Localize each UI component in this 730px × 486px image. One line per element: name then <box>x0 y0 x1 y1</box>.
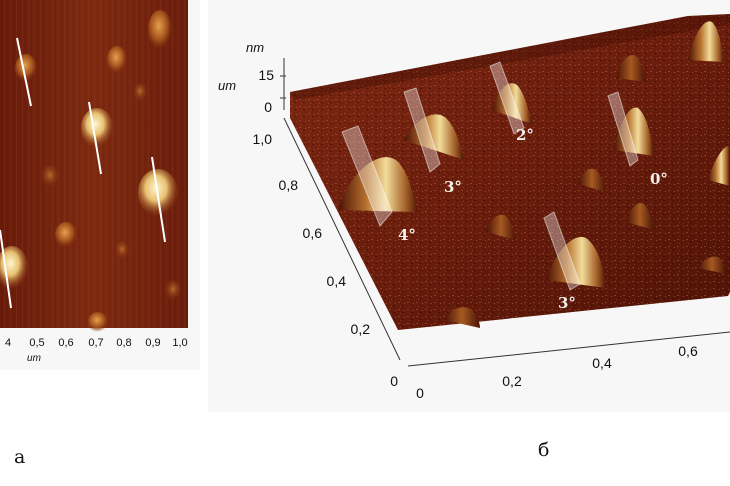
grain <box>616 55 646 82</box>
profile-planes <box>341 61 639 291</box>
angle-label: 2° <box>516 126 534 144</box>
grain <box>115 241 129 259</box>
profile-plane <box>403 87 441 173</box>
surface-grains <box>338 21 730 328</box>
grain <box>708 145 730 186</box>
x-tick-label: 4 <box>5 337 11 349</box>
grain <box>88 312 108 332</box>
grain <box>546 237 606 288</box>
grain <box>444 307 480 328</box>
profile-plane <box>489 61 525 135</box>
profile-plane <box>607 91 639 167</box>
y-axis-unit: um <box>218 78 236 93</box>
x-tick-label: 1,0 <box>172 337 187 349</box>
x-axis-unit: um <box>27 353 41 364</box>
axes <box>280 58 730 367</box>
grain <box>15 54 37 82</box>
grain <box>133 83 147 101</box>
profile-line <box>0 229 12 309</box>
grain <box>486 214 516 240</box>
x-tick-label: 0,6 <box>678 343 698 359</box>
angle-label: 3° <box>444 178 462 196</box>
grain <box>578 168 606 192</box>
z-tick-label: 15 <box>258 67 274 83</box>
z-axis-unit: nm <box>246 40 264 55</box>
z-tick-label: 0 <box>264 99 272 115</box>
profile-plane <box>543 211 581 291</box>
profile-line <box>16 37 32 107</box>
x-tick-label: 0,9 <box>145 337 160 349</box>
grain <box>614 107 654 156</box>
grain <box>338 157 418 212</box>
y-tick-label: 1,0 <box>253 131 273 147</box>
x-axis: 4 0,5 0,6 0,7 0,8 0,9 1,0 um <box>5 337 188 364</box>
grain <box>698 256 726 274</box>
y-tick-label: 0,2 <box>351 321 371 337</box>
x-tick-label: 0,4 <box>592 355 612 371</box>
angle-label: 3° <box>558 294 576 312</box>
afm-3d-figure: 2° 3° 0° 4° 3° nm um 15 0 1,0 0,8 0,6 0,… <box>218 14 730 401</box>
x-tick-label: 0,7 <box>88 337 103 349</box>
x-axis-line <box>407 331 730 367</box>
grain <box>165 280 181 300</box>
grain <box>81 108 113 148</box>
caption-b: б <box>538 439 550 461</box>
y-tick-label: 0,4 <box>327 273 347 289</box>
y-tick-label: 0,6 <box>303 225 323 241</box>
caption-a: а <box>14 446 26 468</box>
grain <box>148 10 172 50</box>
afm-3d-panel: 2° 3° 0° 4° 3° nm um 15 0 1,0 0,8 0,6 0,… <box>208 0 730 412</box>
profile-line <box>88 101 102 175</box>
y-tick-label: 0 <box>390 373 398 389</box>
grain <box>107 46 127 74</box>
angle-label: 4° <box>398 226 416 244</box>
x-tick-label: 0,8 <box>116 337 131 349</box>
x-tick-label: 0,2 <box>502 373 522 389</box>
grain <box>55 222 77 248</box>
x-tick-label: 0 <box>416 385 424 401</box>
x-tick-label: 0,5 <box>29 337 44 349</box>
grain <box>41 165 59 187</box>
angle-label: 0° <box>650 170 668 188</box>
grain <box>626 202 654 230</box>
grain <box>404 114 464 160</box>
afm-2d-figure: 4 0,5 0,6 0,7 0,8 0,9 1,0 um <box>0 0 188 364</box>
y-tick-label: 0,8 <box>279 177 299 193</box>
y-axis-line <box>283 117 401 361</box>
afm-2d-panel: 4 0,5 0,6 0,7 0,8 0,9 1,0 um <box>0 0 200 370</box>
x-tick-label: 0,6 <box>58 337 73 349</box>
grain <box>688 21 724 62</box>
profile-line <box>151 156 166 243</box>
profile-plane <box>341 125 393 227</box>
grain <box>492 83 532 124</box>
